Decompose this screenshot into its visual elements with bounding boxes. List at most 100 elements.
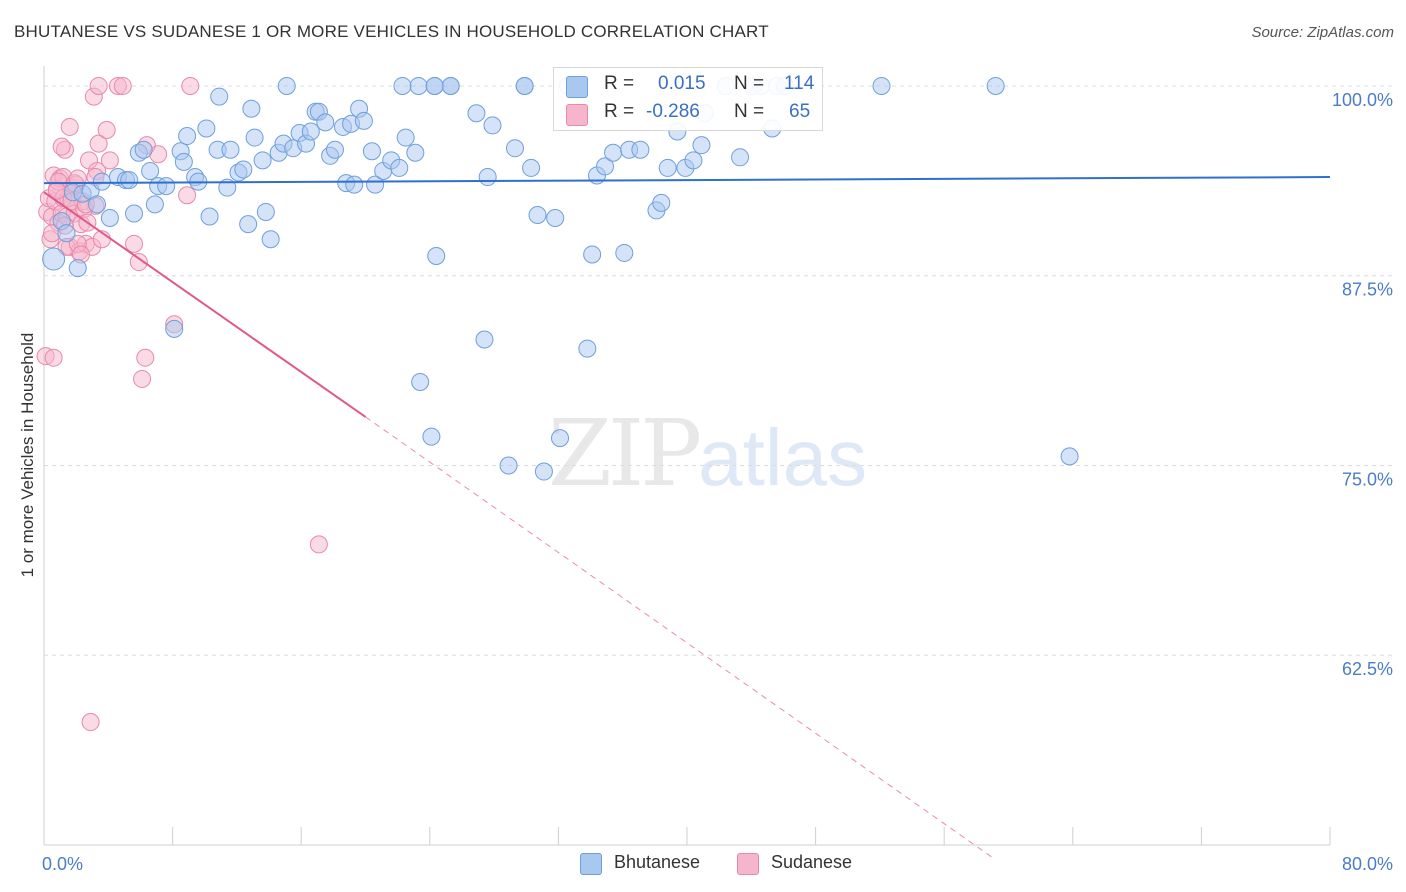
sudanese-point [113,76,132,95]
bhutanese-point [125,204,144,223]
bhutanese-point [528,205,547,224]
bhutanese-point [141,161,160,180]
bhutanese-point [218,178,237,197]
bhutanese-point [174,152,193,171]
source-label: Source: ZipAtlas.com [1251,24,1394,41]
bhutanese-point [221,140,240,159]
bhutanese-point [515,76,534,95]
bhutanese-point [197,119,216,138]
series-swatch-sudanese [737,853,759,875]
legend-swatch-bhutanese [566,76,588,98]
bhutanese-point [245,128,264,147]
bhutanese-point [578,339,597,358]
legend-r-value: 0.015 [658,73,706,94]
sudanese-point [181,76,200,95]
tick-labels: 62.5% 75.0% 87.5% 100.0% 0.0% 80.0% [42,90,1393,874]
bhutanese-point [631,140,650,159]
bhutanese-point [301,122,320,141]
sudanese-trend-line [43,191,367,418]
bhutanese-point [652,193,671,212]
watermark-zip: ZIP [548,400,702,507]
legend-n-value: 65 [789,101,811,122]
bhutanese-point [345,175,364,194]
bhutanese-point [366,175,385,194]
series-legend: Bhutanese Sudanese [0,851,1406,877]
bhutanese-point [316,113,335,132]
bhutanese-point [92,172,111,191]
watermark-atlas: atlas [698,413,868,502]
bhutanese-point [872,76,891,95]
bhutanese-point [441,76,460,95]
series-label-sudanese: Sudanese [771,852,853,872]
bhutanese-point [390,158,409,177]
legend-r-label: R = [604,73,635,94]
bhutanese-point [261,230,280,249]
bhutanese-trend-line [43,176,1331,185]
bhutanese-point [325,140,344,159]
sudanese-point [133,369,152,388]
legend-swatch-sudanese [566,104,588,126]
bhutanese-point [396,128,415,147]
bhutanese-point [546,209,565,228]
sudanese-point [309,535,328,554]
sudanese-point [89,76,108,95]
bhutanese-point [551,429,570,448]
bhutanese-point [731,148,750,167]
sudanese-point [60,117,79,136]
bhutanese-point [658,158,677,177]
bhutanese-point [522,158,541,177]
bhutanese-point [406,143,425,162]
legend-r-label: R = [604,101,635,122]
bhutanese-point [256,202,275,221]
sudanese-point [125,234,144,253]
bhutanese-point [239,215,258,234]
y-tick-label: 100.0% [1332,90,1393,110]
bhutanese-point [120,171,139,190]
bhutanese-point [483,116,502,135]
bhutanese-point [362,142,381,161]
bhutanese-point [393,76,412,95]
bhutanese-point [157,177,176,196]
bhutanese-point [165,319,184,338]
bhutanese-point [615,243,634,262]
legend-n-label: N = [734,101,765,122]
sudanese-point [81,713,100,732]
legend-r-value: -0.286 [646,101,700,122]
bhutanese-point [234,160,253,179]
correlation-legend: R = 0.015 N = 114 R = -0.286 N = 65 [553,67,823,131]
bhutanese-point [57,224,76,243]
bhutanese-point [42,247,66,271]
bhutanese-point [178,127,197,146]
bhutanese-point [425,76,444,95]
bhutanese-point [210,87,229,106]
bhutanese-points [42,76,1079,481]
sudanese-point [178,186,197,205]
bhutanese-point [411,372,430,391]
bhutanese-point [200,207,219,226]
sudanese-point [44,348,63,367]
bhutanese-point [499,456,518,475]
bhutanese-point [134,140,153,159]
sudanese-point [97,120,116,139]
x-tick-label: 80.0% [1342,854,1393,874]
sudanese-point [129,253,148,272]
sudanese-point [136,348,155,367]
bhutanese-point [604,143,623,162]
bhutanese-point [68,259,87,278]
bhutanese-point [409,76,428,95]
bhutanese-point [88,195,107,214]
bhutanese-point [684,151,703,170]
watermark: ZIPatlas [548,400,867,507]
bhutanese-point [427,246,446,265]
bhutanese-point [354,111,373,130]
bhutanese-point [583,245,602,264]
bhutanese-point [100,209,119,228]
bhutanese-point [596,157,615,176]
sudanese-point [52,137,71,156]
y-tick-label: 62.5% [1342,659,1393,679]
series-swatch-bhutanese [580,853,602,875]
series-label-bhutanese: Bhutanese [614,852,701,872]
chart-title: BHUTANESE VS SUDANESE 1 OR MORE VEHICLES… [14,22,769,41]
y-tick-label: 75.0% [1342,469,1393,489]
